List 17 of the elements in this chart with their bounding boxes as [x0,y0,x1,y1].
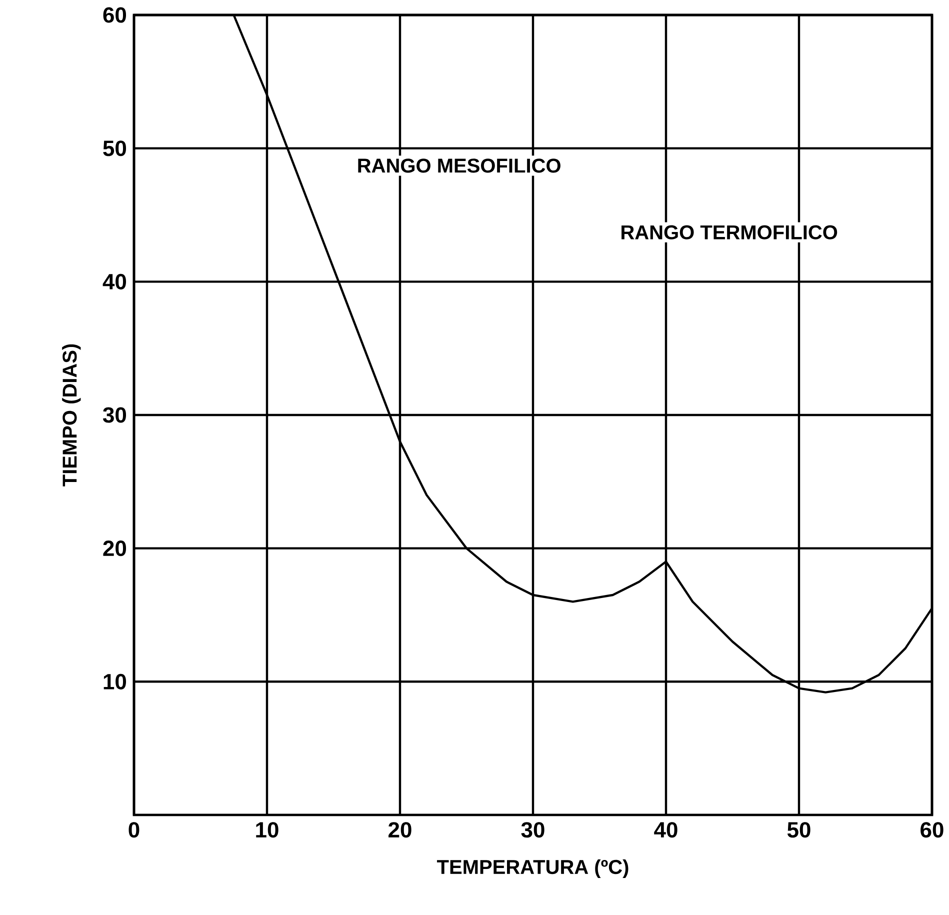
x-tick-label: 10 [256,822,278,838]
x-tick-label: 60 [920,822,944,838]
x-axis-title: TEMPERATURA (ºC) [436,859,628,878]
y-tick-label: 40 [102,274,126,290]
y-tick-label: 30 [102,407,126,423]
annotation: RANGO MESOFILICO [358,158,560,173]
x-tick-label: 30 [521,822,544,838]
y-tick-label: 10 [104,674,126,690]
y-tick-label: 20 [103,540,126,556]
annotation: RANGO TERMOFILICO [622,225,838,240]
x-tick-label: 0 [128,822,140,838]
y-axis-title: TIEMPO (DIAS) [62,344,81,486]
y-tick-label: 50 [103,140,126,156]
x-tick-label: 40 [654,822,678,838]
y-tick-label: 60 [103,7,126,23]
x-tick-label: 20 [388,822,412,838]
x-tick-label: 50 [787,822,810,838]
